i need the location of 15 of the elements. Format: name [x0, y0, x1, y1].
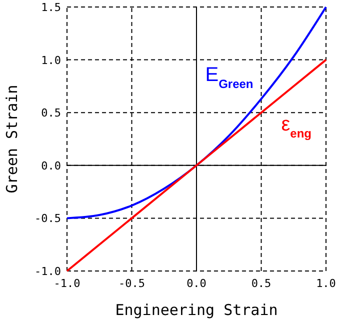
y-tick-label: -0.5: [34, 212, 61, 226]
x-axis-title: Engineering Strain: [115, 301, 278, 319]
x-tick-label: -0.5: [118, 277, 145, 290]
y-tick-label: 1.0: [41, 54, 61, 67]
x-tick-label: 0.0: [186, 277, 206, 290]
x-tick-label: -1.0: [54, 277, 80, 290]
series-label: E$_{Green}$: [205, 64, 254, 91]
y-tick-label: 0.0: [41, 159, 61, 172]
y-axis-title: Green Strain: [3, 84, 21, 194]
y-tick-label: 0.5: [41, 106, 61, 120]
y-tick-label: -1.0: [34, 265, 61, 278]
x-tick-label: 0.5: [251, 277, 272, 290]
y-tick-label: 1.5: [41, 1, 61, 14]
series-label: ε$_{eng}$: [281, 114, 312, 141]
x-tick-label: 1.0: [316, 277, 336, 290]
